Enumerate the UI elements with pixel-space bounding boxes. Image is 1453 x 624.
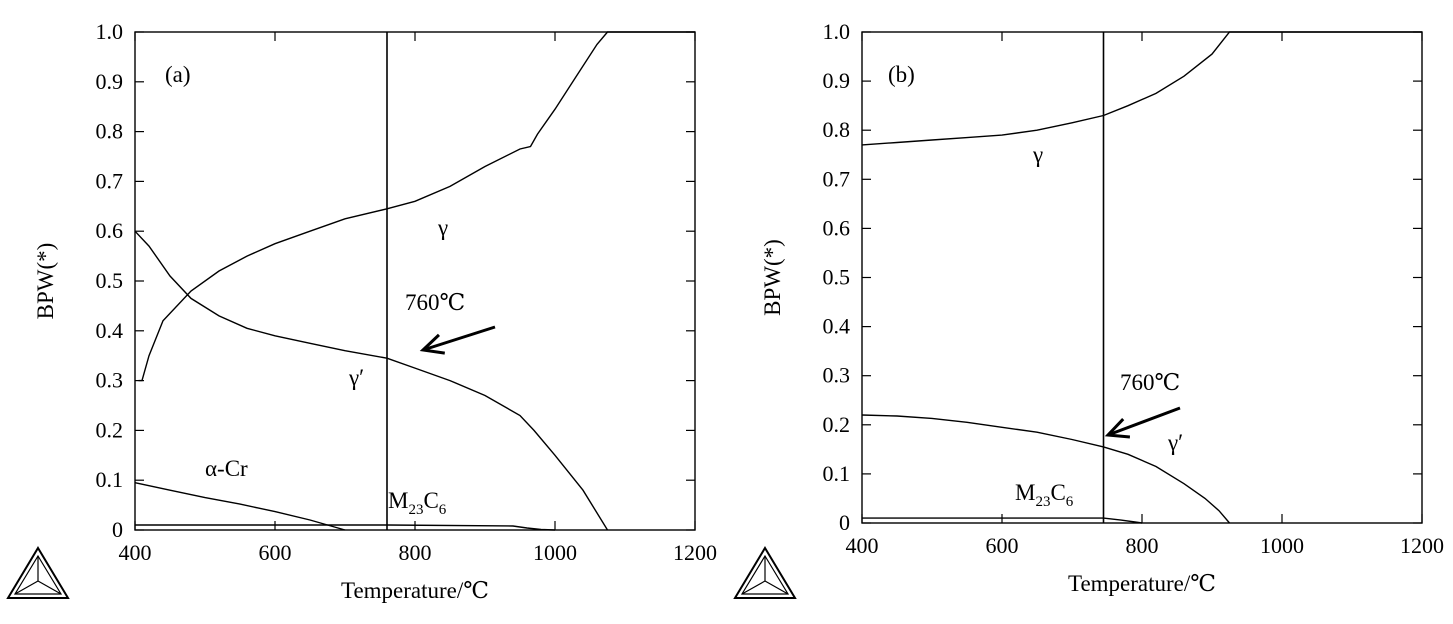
m23c6-label-part: 6 <box>1066 494 1074 510</box>
x-tick-label: 1200 <box>673 540 717 565</box>
series-line-gamma-prime <box>861 414 1231 524</box>
y-tick-label: 0.7 <box>96 168 124 193</box>
gamma-prime-label: γ′ <box>1167 430 1183 455</box>
y-tick-label: 0.3 <box>823 363 851 388</box>
y-tick-label: 0.5 <box>96 268 124 293</box>
plot-frame <box>861 31 1423 524</box>
x-tick-label: 1000 <box>533 540 577 565</box>
logo-outer-triangle <box>733 546 797 599</box>
x-axis-title: Temperature/℃ <box>1068 571 1216 596</box>
logo-line <box>14 580 39 595</box>
x-tick-label: 400 <box>119 540 152 565</box>
y-axis-title: BPW(*) <box>760 239 785 316</box>
temperature-label: 760℃ <box>405 290 465 315</box>
logo-outer-triangle <box>6 546 70 599</box>
y-tick-label: 0 <box>112 517 123 542</box>
panel-label: (a) <box>165 62 191 87</box>
thermo-calc-triangle-logo-icon <box>733 546 797 599</box>
y-tick-label: 0.9 <box>823 68 851 93</box>
logo-line <box>37 580 62 595</box>
y-tick-label: 0.5 <box>823 265 851 290</box>
x-tick-label: 600 <box>986 533 1019 558</box>
y-tick-label: 0.2 <box>96 417 124 442</box>
m23c6-label-part: C <box>1050 480 1065 505</box>
x-tick-label: 400 <box>846 533 879 558</box>
y-tick-label: 0.1 <box>823 461 851 486</box>
alpha-cr-label: α-Cr <box>205 456 248 481</box>
series-line-gamma-prime <box>134 230 609 531</box>
m23c6-label: M23C6 <box>388 488 447 518</box>
y-tick-label: 0.4 <box>823 314 851 339</box>
series-line-gamma <box>861 31 1422 146</box>
panel-label: (b) <box>888 62 915 87</box>
logo-inner-triangle <box>13 554 63 595</box>
m23c6-label-part: 23 <box>1035 494 1050 510</box>
x-tick-label: 800 <box>399 540 432 565</box>
temperature-label: 760℃ <box>1120 370 1180 395</box>
x-tick-label: 1000 <box>1260 533 1304 558</box>
m23c6-label-part: M <box>388 488 408 513</box>
y-tick-label: 0.6 <box>96 218 124 243</box>
y-tick-label: 0.3 <box>96 368 124 393</box>
y-tick-label: 0.9 <box>96 69 124 94</box>
m23c6-label-part: C <box>423 488 438 513</box>
series-line-m23c6 <box>135 524 556 531</box>
arrow-head <box>419 333 445 355</box>
y-tick-label: 0.7 <box>823 166 851 191</box>
x-tick-label: 600 <box>259 540 292 565</box>
gamma-prime-label: γ′ <box>348 365 364 390</box>
series-line-alpha-cr <box>134 482 346 531</box>
gamma-label: γ <box>437 215 448 240</box>
panel-a-chart: 0 0.1 0.2 0.3 0.4 0.5 0.6 0.7 0.8 0.9 1.0 400 600 800… <box>6 19 717 603</box>
y-tick-label: 0.8 <box>96 119 124 144</box>
y-tick-label: 0.2 <box>823 412 851 437</box>
logo-inner-triangle <box>740 554 790 595</box>
m23c6-label: M23C6 <box>1015 480 1074 510</box>
y-tick-label: 0.8 <box>823 117 851 142</box>
x-tick-label: 1200 <box>1400 533 1444 558</box>
x-axis-title: Temperature/℃ <box>341 578 489 603</box>
thermo-calc-triangle-logo-icon <box>6 546 70 599</box>
gamma-label: γ <box>1032 142 1043 167</box>
arrow-shaft <box>1107 406 1181 437</box>
y-tick-label: 0.1 <box>96 467 124 492</box>
arrow-shaft <box>422 325 496 352</box>
logo-line <box>764 580 789 595</box>
panel-b-chart: 0 0.1 0.2 0.3 0.4 0.5 0.6 0.7 0.8 0.9 1.0 400 600 800… <box>733 19 1444 599</box>
m23c6-label-part: 6 <box>439 502 447 518</box>
y-axis-title: BPW(*) <box>33 243 58 320</box>
m23c6-label-part: 23 <box>408 502 423 518</box>
x-tick-label: 800 <box>1126 533 1159 558</box>
series-line-gamma <box>138 31 695 382</box>
arrow-head <box>1104 418 1131 439</box>
y-tick-label: 1.0 <box>823 19 851 44</box>
y-tick-label: 0 <box>839 510 850 535</box>
logo-line <box>741 580 766 595</box>
m23c6-label-part: M <box>1015 480 1035 505</box>
y-tick-label: 1.0 <box>96 19 124 44</box>
y-tick-label: 0.6 <box>823 215 851 240</box>
y-tick-label: 0.4 <box>96 318 124 343</box>
series-line-m23c6 <box>862 517 1143 524</box>
